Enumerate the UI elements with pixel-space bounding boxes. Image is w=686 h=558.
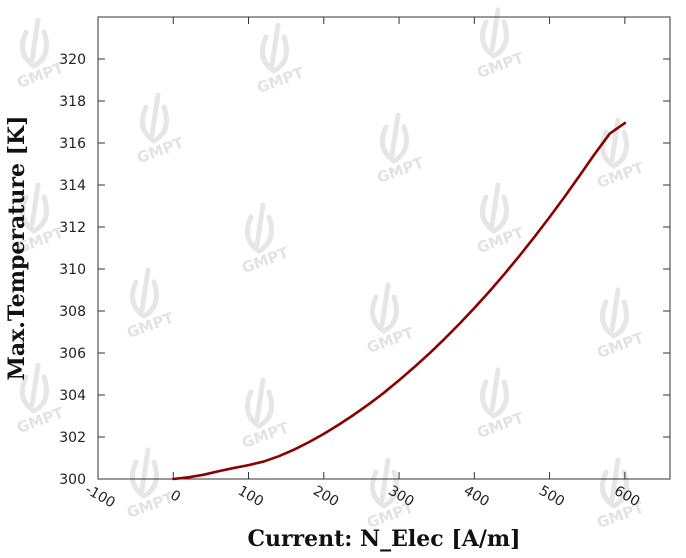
watermark: GMPT: [474, 7, 527, 82]
watermark-logo-icon: [19, 182, 49, 234]
watermark: GMPT: [239, 202, 292, 277]
watermark-logo-icon: [369, 457, 399, 509]
watermark: GMPT: [134, 92, 187, 167]
x-axis: -100 0 100 200 300 400 500 600: [82, 17, 642, 511]
x-tick-label: 400: [461, 483, 492, 510]
watermark-logo-icon: [19, 362, 49, 414]
watermark-logo-icon: [599, 117, 629, 169]
y-axis-title: Max.Temperature [K]: [4, 115, 30, 380]
watermark-logo-icon: [259, 22, 289, 74]
watermark-logo-icon: [379, 112, 409, 164]
watermark: GMPT: [474, 367, 527, 442]
watermark-logo-icon: [479, 367, 509, 419]
y-tick-label: 308: [59, 304, 86, 320]
watermark: GMPT: [474, 182, 527, 257]
y-tick-label: 304: [59, 388, 86, 404]
plot-frame: [97, 16, 671, 480]
y-tick-label: 320: [59, 52, 86, 68]
watermark: GMPT: [254, 22, 307, 97]
x-tick-label: -100: [82, 482, 118, 512]
watermark-logo-icon: [244, 202, 274, 254]
watermark-logo-icon: [599, 287, 629, 339]
series-layer: [171, 121, 627, 481]
series-line: [171, 121, 627, 481]
watermark-logo-icon: [139, 92, 169, 144]
watermark-logo-icon: [129, 447, 159, 499]
y-tick-label: 300: [59, 472, 86, 488]
y-tick-label: 302: [59, 430, 86, 446]
watermark-logo-icon: [129, 267, 159, 319]
watermark-logo-icon: [599, 457, 629, 509]
watermark: GMPT: [594, 117, 647, 192]
watermark: GMPT: [239, 377, 292, 452]
y-tick-label: 312: [59, 220, 86, 236]
watermark: GMPT: [594, 287, 647, 362]
watermark: GMPT: [364, 282, 417, 357]
y-axis: 300 302 304 306 308 310 312 314 316 318 320: [59, 52, 670, 488]
x-axis-title: Current: N_Elec [A/m]: [247, 526, 520, 552]
y-tick-label: 316: [59, 136, 86, 152]
y-tick-label: 314: [59, 178, 86, 194]
x-tick-label: 200: [310, 483, 341, 510]
y-tick-label: 310: [59, 262, 86, 278]
watermark: GMPT: [124, 267, 177, 342]
watermark: GMPT: [374, 112, 427, 187]
watermark-layer: GMPT GMPT GMPT GMPT GMPT GMPT GMPT GMPT GMPT GMPT…: [14, 7, 647, 532]
watermark-logo-icon: [19, 17, 49, 69]
watermark-logo-icon: [244, 377, 274, 429]
y-tick-label: 318: [59, 94, 86, 110]
x-tick-label: 500: [536, 483, 567, 510]
watermark: GMPT: [124, 447, 177, 522]
x-tick-label: 100: [235, 483, 266, 510]
watermark-logo-icon: [479, 182, 509, 234]
y-tick-label: 306: [59, 346, 86, 362]
watermark-logo-icon: [369, 282, 399, 334]
